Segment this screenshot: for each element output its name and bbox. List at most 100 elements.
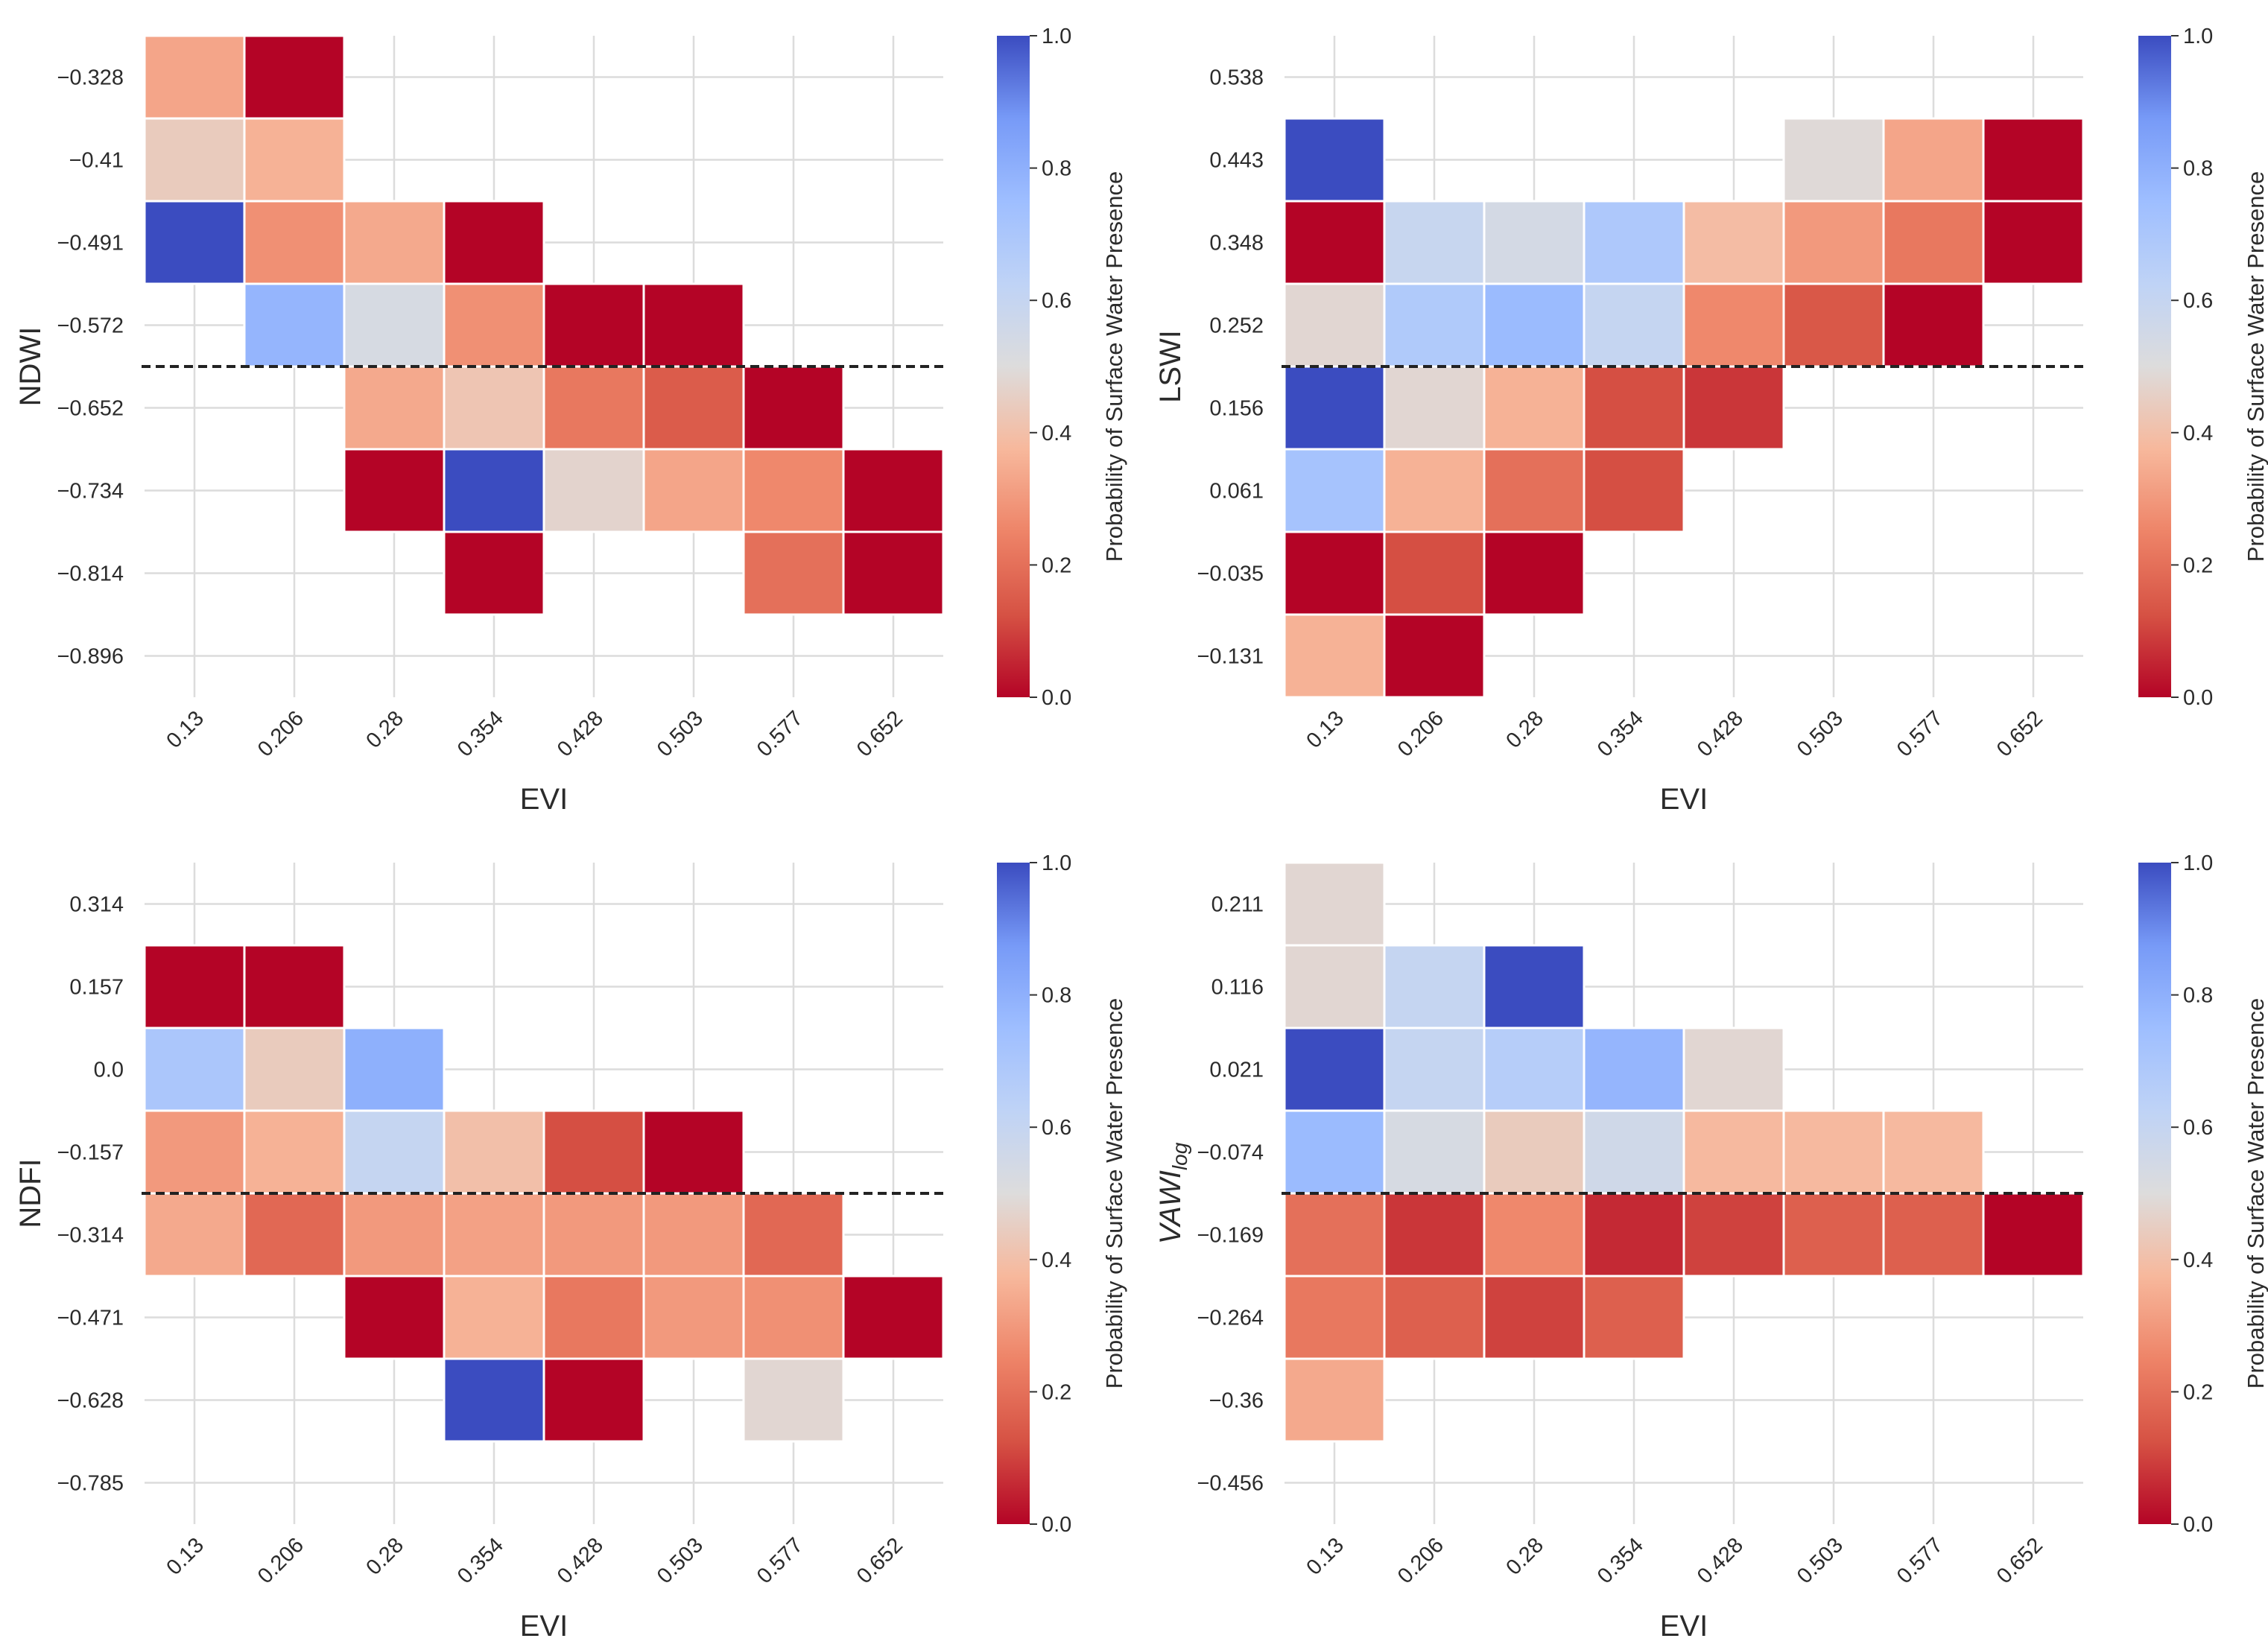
- heatmap-cell: [1383, 200, 1486, 285]
- x-tick-label: 0.577: [1892, 706, 1948, 761]
- heatmap-cell: [542, 365, 645, 451]
- colorbar-tick-label: 0.6: [1042, 289, 1071, 313]
- x-tick-label: 0.206: [1393, 1533, 1448, 1588]
- x-tick-label: 0.28: [1501, 1533, 1548, 1580]
- colorbar-tick-label: 0.4: [2183, 1248, 2213, 1272]
- heatmap-cell: [1882, 117, 1985, 203]
- heatmap-cell: [1982, 200, 2085, 285]
- heatmap-cell: [742, 1192, 845, 1278]
- heatmap-cell: [842, 530, 945, 616]
- heatmap-cell: [542, 448, 645, 533]
- heatmap-cell: [1283, 282, 1386, 368]
- y-tick-label: −0.785: [57, 1472, 124, 1496]
- colorbar-tick-label: 0.6: [1042, 1116, 1071, 1140]
- heatmap-cell: [1283, 1275, 1386, 1360]
- heatmap-cell: [1583, 448, 1685, 533]
- heatmap-cell: [443, 1275, 545, 1360]
- heatmap-cell: [1383, 282, 1486, 368]
- heatmap-cell: [1383, 530, 1486, 616]
- heatmap-cell: [343, 1192, 446, 1278]
- heatmap-cell: [1782, 117, 1885, 203]
- heatmap-cell: [1583, 282, 1685, 368]
- x-tick-label: 0.503: [653, 706, 708, 761]
- y-tick-label: 0.021: [1209, 1059, 1264, 1082]
- colorbar-tick-label: 0.8: [2183, 984, 2213, 1008]
- heatmap-cell: [1483, 282, 1586, 368]
- heatmap-cell: [1682, 200, 1785, 285]
- heatmap-cell: [542, 1275, 645, 1360]
- y-tick-label: −0.471: [57, 1307, 124, 1330]
- colorbar-tick-label: 0.0: [2183, 1513, 2213, 1537]
- heatmap-cell: [143, 200, 246, 285]
- heatmap-cell: [143, 1109, 246, 1195]
- heatmap-cell: [1283, 117, 1386, 203]
- heatmap-cell: [1283, 1027, 1386, 1112]
- colorbar-label: Probability of Surface Water Presence: [1101, 171, 1127, 562]
- y-axis-label-subscript: log: [1168, 1142, 1191, 1170]
- heatmap-cell: [642, 282, 745, 368]
- y-axis-label: VAWIlog: [1154, 1142, 1191, 1244]
- heatmap-cell: [1782, 1192, 1885, 1278]
- heatmap-cell: [1283, 613, 1386, 699]
- x-tick-label: 0.428: [1693, 706, 1748, 761]
- colorbar-tick-label: 1.0: [2183, 851, 2213, 875]
- heatmap-cell: [443, 365, 545, 451]
- heatmap-cell: [243, 200, 346, 285]
- y-tick-label: 0.314: [69, 893, 124, 917]
- colorbar-label: Probability of Surface Water Presence: [1101, 998, 1127, 1389]
- heatmap-cell: [1782, 282, 1885, 368]
- heatmap-cell: [1583, 1192, 1685, 1278]
- heatmap-cell: [243, 1192, 346, 1278]
- heatmap-cell: [642, 448, 745, 533]
- heatmap-cell: [1383, 613, 1486, 699]
- heatmap-cell: [343, 1109, 446, 1195]
- colorbar-tick-label: 1.0: [2183, 25, 2213, 48]
- y-tick-label: −0.074: [1197, 1141, 1264, 1165]
- colorbar-tick-label: 1.0: [1042, 25, 1071, 48]
- heatmap-cell: [542, 1192, 645, 1278]
- colorbar-tick-label: 1.0: [1042, 851, 1071, 875]
- heatmap-cell: [742, 448, 845, 533]
- heatmap-cell: [1483, 944, 1586, 1029]
- heatmap-cell: [1283, 1357, 1386, 1443]
- x-tick-label: 0.652: [1992, 1533, 2047, 1588]
- heatmap-cell: [1583, 200, 1685, 285]
- x-tick-label: 0.503: [1793, 1533, 1848, 1588]
- y-tick-label: −0.169: [1197, 1224, 1264, 1248]
- heatmap-cell: [1483, 1027, 1586, 1112]
- x-tick-label: 0.206: [1393, 706, 1448, 761]
- heatmap-cell: [1682, 1109, 1785, 1195]
- heatmap-cell: [1882, 200, 1985, 285]
- heatmap-cell: [1383, 1109, 1486, 1195]
- y-tick-label: −0.131: [1197, 645, 1264, 669]
- y-tick-label: −0.157: [57, 1141, 124, 1165]
- y-tick-label: 0.157: [69, 976, 124, 1000]
- heatmap-cell: [1383, 365, 1486, 451]
- heatmap-cell: [742, 530, 845, 616]
- y-tick-label: 0.443: [1209, 149, 1264, 173]
- x-tick-label: 0.13: [162, 706, 209, 753]
- heatmap-cell: [343, 1027, 446, 1112]
- heatmap-panel-lswi: 0.538 0.443 0.348 0.252 0.156 0.061 −0.035 −0.1…: [1154, 25, 2268, 816]
- heatmap-cell: [842, 448, 945, 533]
- x-tick-label: 0.577: [753, 1533, 808, 1588]
- x-tick-label: 0.652: [1992, 706, 2047, 761]
- heatmap-cell: [1782, 1109, 1885, 1195]
- heatmap-cell: [642, 365, 745, 451]
- heatmap-cell: [1283, 530, 1386, 616]
- heatmap-cell: [443, 530, 545, 616]
- y-tick-label: 0.0: [94, 1059, 124, 1082]
- y-tick-label: −0.456: [1197, 1472, 1264, 1496]
- y-tick-label: −0.896: [57, 645, 124, 669]
- x-tick-label: 0.354: [1593, 706, 1648, 761]
- heatmap-cell: [1383, 1192, 1486, 1278]
- colorbar-tick-label: 0.4: [1042, 422, 1071, 445]
- colorbar-tick-label: 0.8: [2183, 157, 2213, 181]
- heatmap-cell: [1483, 365, 1586, 451]
- heatmap-cell: [1682, 1192, 1785, 1278]
- colorbar-tick-label: 0.2: [2183, 1380, 2213, 1404]
- heatmap-cell: [742, 1275, 845, 1360]
- heatmap-cell: [443, 282, 545, 368]
- x-axis-label: EVI: [520, 783, 568, 816]
